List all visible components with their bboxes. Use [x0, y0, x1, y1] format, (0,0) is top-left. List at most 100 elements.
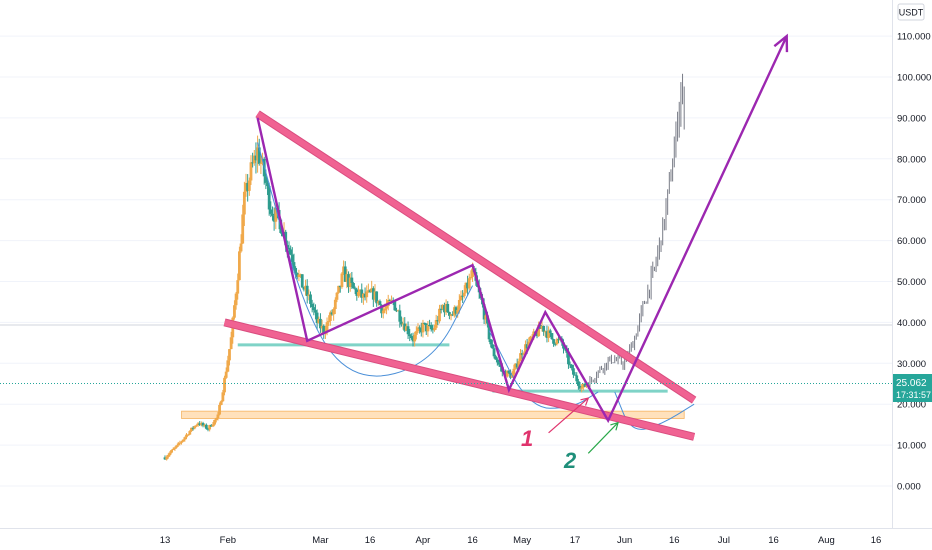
- candle-body: [469, 276, 473, 279]
- candle-body: [289, 249, 293, 255]
- candle-body: [383, 308, 387, 311]
- candle-body: [168, 452, 172, 455]
- candle-body: [401, 323, 405, 325]
- candle-body: [181, 439, 185, 442]
- candle-body: [244, 182, 248, 192]
- candle-body: [315, 312, 319, 324]
- candle-body: [529, 336, 532, 342]
- price-tick-label: 70.000: [897, 195, 926, 206]
- candle-body: [509, 372, 512, 378]
- candle-body: [180, 441, 183, 443]
- candle-body: [540, 326, 544, 329]
- candle-body: [388, 300, 392, 302]
- candle-body: [304, 285, 307, 290]
- candle-body: [462, 292, 466, 297]
- candle-body: [176, 443, 180, 446]
- candle-body: [484, 315, 488, 320]
- horizontal-gridlines: [0, 35, 892, 487]
- candle-body: [408, 334, 412, 337]
- candle-body: [429, 325, 433, 330]
- candle-body: [512, 368, 516, 375]
- candle-body: [550, 333, 554, 340]
- candle-body: [348, 277, 352, 287]
- candle-body: [421, 322, 425, 333]
- candle-body: [272, 215, 276, 222]
- candle-body: [284, 231, 288, 246]
- candle-body: [267, 186, 271, 210]
- candle-body: [439, 308, 443, 310]
- candle-body: [525, 344, 529, 349]
- pattern-path: [256, 35, 788, 424]
- candle-body: [171, 448, 175, 450]
- candle-body: [538, 325, 542, 329]
- candle-body: [451, 314, 455, 316]
- candle-body: [368, 290, 372, 293]
- candle-body: [294, 268, 298, 274]
- candle-body: [242, 191, 246, 215]
- candle-body: [449, 314, 453, 316]
- candle-body: [239, 243, 243, 252]
- currency-badge[interactable]: [897, 3, 925, 21]
- candles: [163, 135, 590, 461]
- time-tick-label: 17: [570, 535, 581, 546]
- candle-body: [381, 310, 385, 314]
- candle-body: [419, 328, 423, 333]
- time-tick-label: Feb: [220, 535, 236, 546]
- annotation-label-2: 2: [563, 448, 577, 473]
- candle-body: [335, 292, 339, 300]
- candle-body: [309, 294, 312, 304]
- drawings: [0, 33, 892, 454]
- price-tick-label: 90.000: [897, 113, 926, 124]
- candle-body: [193, 425, 197, 429]
- candle-body: [585, 385, 589, 387]
- candle-body: [325, 322, 329, 332]
- candle-body: [466, 282, 469, 289]
- candle-body: [482, 304, 486, 320]
- candle-body: [249, 162, 253, 181]
- candle-body: [297, 274, 301, 278]
- wedge-upper-line: [255, 111, 696, 403]
- candle-body: [238, 251, 241, 281]
- price-tick-label: 100.000: [897, 73, 931, 84]
- candle-body: [418, 327, 422, 329]
- candle-body: [459, 295, 463, 300]
- candle-body: [580, 387, 584, 389]
- price-axis[interactable]: [893, 0, 932, 550]
- annotation-arrow: [587, 422, 619, 454]
- candle-body: [456, 309, 460, 314]
- candle-body: [208, 425, 212, 430]
- price-tick-label: 80.000: [897, 154, 926, 165]
- candle-body: [583, 383, 587, 387]
- candle-body: [355, 289, 359, 296]
- candle-body: [471, 268, 474, 277]
- candle-body: [213, 419, 217, 425]
- candle-body: [396, 310, 400, 312]
- candle-body: [256, 147, 259, 161]
- candle-body: [347, 274, 350, 287]
- candle-body: [353, 288, 357, 290]
- candle-body: [443, 305, 446, 313]
- candle-body: [317, 318, 321, 324]
- time-tick-label: 16: [768, 535, 779, 546]
- candle-body: [350, 277, 354, 283]
- price-axis-ticks: 0.000 10.000 20.000 30.000 40.000 50.000 60.00…: [897, 32, 931, 493]
- time-axis-ticks[interactable]: 13 Feb Mar 16 Apr 16 May 17 Jun 16 Jul 16 Aug 16: [160, 535, 882, 546]
- candle-body: [352, 282, 355, 289]
- candle-body: [322, 325, 326, 334]
- candle-body: [185, 434, 188, 438]
- price-tick-label: 60.000: [897, 236, 926, 247]
- candle-body: [191, 427, 195, 429]
- candle-body: [433, 327, 436, 331]
- candle-body: [365, 291, 369, 298]
- candle-body: [366, 290, 370, 292]
- candle-body: [547, 330, 551, 338]
- candle-body: [575, 375, 579, 382]
- candle-body: [223, 377, 226, 393]
- candle-body: [234, 293, 238, 306]
- candle-body: [204, 424, 208, 429]
- candle-body: [358, 289, 362, 292]
- candle-body: [219, 401, 223, 405]
- current-price-badge: [893, 374, 932, 402]
- candle-body: [370, 288, 374, 293]
